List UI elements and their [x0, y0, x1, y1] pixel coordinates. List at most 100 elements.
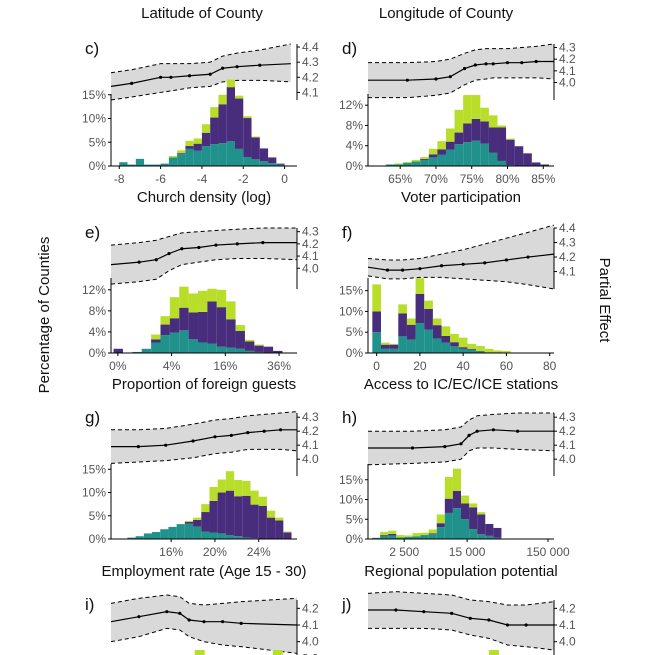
panel-g-effect-tick-label: 4.2 — [302, 424, 319, 438]
panel-f-bar-teal — [372, 332, 381, 353]
panel-g-bar-teal — [209, 532, 218, 539]
panel-d-y-tick-label: 0% — [346, 159, 364, 173]
panel-d-effect-point — [484, 62, 488, 66]
panel-f-x-tick-label: 80 — [543, 359, 557, 373]
panel-e-effect-line — [110, 242, 297, 266]
panel-g-bar-purple — [242, 495, 251, 538]
panel-c-bar-purple — [235, 98, 244, 149]
panel-e-bar-lime — [179, 286, 189, 308]
panel-e-x-tick-label: 0% — [109, 359, 127, 373]
panel-e-bar-teal — [254, 351, 264, 353]
panel-d-x-tick-label: 75% — [460, 172, 484, 186]
panel-g-bar-lime — [266, 510, 276, 518]
panel-e-upper-bound — [110, 227, 297, 246]
panel-d-x-axis-title: Voter participation — [401, 189, 521, 206]
panel-c-bar-purple — [193, 143, 202, 151]
panel-grid: c)4.14.24.34.40%5%10%15%-8 -6 -4 -2 0Church … — [82, 39, 576, 655]
panel-f-bar-teal — [441, 342, 451, 353]
panel-e-bar-lime — [188, 293, 199, 313]
panel-i: i) 3.9 4.0 4.1 4.2 — [85, 594, 319, 655]
panel-c-effect-tick-label: 4.3 — [302, 55, 319, 69]
panel-d-bar-teal — [463, 142, 472, 166]
panel-g-bar-lime — [275, 517, 284, 521]
panel-c-bar-lime — [210, 107, 219, 118]
panel-d-bar-lime — [506, 138, 515, 140]
panel-i-label: i) — [85, 595, 94, 614]
panel-i-effect-tick-label: 4.2 — [302, 601, 319, 615]
panel-h-bar-lime — [412, 533, 421, 537]
panel-c-bar-teal — [185, 148, 194, 166]
panel-e-y-tick-label: 4% — [89, 325, 107, 339]
panel-c-bar-purple — [251, 137, 260, 160]
panel-e-bar-purple — [188, 312, 199, 340]
panel-h-bar-lime — [444, 476, 453, 499]
panel-e-effect-point — [214, 243, 218, 247]
panel-g: g) 4.04.14.24.3 0% 5% 10% 15% 16% 20% 24% Employm… — [82, 408, 319, 580]
panel-g-confidence-band — [111, 411, 297, 464]
panel-f-effect-point — [504, 258, 509, 262]
panel-h-bar-teal — [461, 519, 470, 539]
panel-f-confidence-band — [368, 225, 554, 289]
panel-e-effect-tick-label: 4.0 — [302, 261, 319, 275]
panel-h-bar-purple — [452, 490, 461, 509]
panel-c-bar-teal — [152, 164, 161, 166]
panel-g-lower-bound — [110, 448, 298, 464]
panel-i-effect-point — [202, 620, 206, 624]
panel-e-effect-point — [137, 260, 141, 264]
panel-f-effect-tick-label: 4.1 — [559, 265, 576, 279]
panel-g-effect-line — [111, 429, 297, 448]
panel-g-bar-teal — [135, 536, 144, 539]
panel-f-effect-point — [385, 268, 390, 272]
panel-g-bar-purple — [184, 521, 194, 524]
panel-c-effect-point — [221, 66, 225, 70]
panel-j-lower-bound — [368, 627, 555, 651]
panel-f-y-tick-label: 5% — [346, 325, 364, 339]
panel-e-bar-purple — [254, 345, 264, 352]
panel-h-effect-tick-label: 4.2 — [559, 424, 576, 438]
panel-f-bar-lime — [450, 333, 459, 343]
panel-j-effect-point — [422, 610, 426, 614]
panel-h-bar-teal — [436, 527, 445, 539]
panel-g-bar-teal — [217, 533, 226, 539]
panel-e-effect-point — [154, 258, 158, 262]
panel-h-bar-teal — [493, 537, 502, 539]
panel-f-bar-teal — [380, 348, 390, 353]
panel-g-y-tick-label: 0% — [89, 532, 107, 546]
panel-f-bar-purple — [432, 325, 442, 339]
panel-f-bar-purple — [372, 311, 381, 333]
panel-c: c) 4.14.24.34.4 0% 5% 10% 15% -8 -6 -4 -2 0 Church … — [82, 39, 319, 206]
panel-h-bar-teal — [428, 534, 437, 539]
panel-d-y-tick-label: 8% — [346, 118, 364, 132]
panel-c-bar-teal — [201, 146, 211, 166]
panel-i-confidence-band — [111, 595, 297, 654]
panel-d-effect-tick-label: 4.2 — [559, 52, 576, 66]
panel-d-bar-purple — [471, 118, 481, 141]
panel-g-bar-purple — [258, 506, 267, 539]
panel-d-bar-teal — [471, 140, 481, 166]
panel-d-effect-point — [473, 63, 477, 67]
panel-j-effect-tick-label: 4.2 — [559, 601, 576, 615]
panel-c-bar-purple — [226, 87, 235, 142]
panel-h-bar-purple — [469, 507, 478, 530]
panel-e-label: e) — [85, 223, 100, 242]
panel-c-y-tick-label: 0% — [89, 159, 107, 173]
panel-d-x-tick-label: 65% — [388, 172, 412, 186]
panel-c-effect-line — [110, 63, 291, 87]
panel-e-effect-point — [167, 252, 171, 256]
panel-h-bar-teal — [477, 534, 486, 539]
panel-g-label: g) — [85, 408, 100, 427]
panel-i-upper-bound — [110, 594, 298, 606]
panel-f-x-axis-title: Access to IC/EC/ICE stations — [364, 376, 558, 393]
panel-d-x-tick-label: 80% — [495, 172, 519, 186]
panel-g-bar-lime — [242, 480, 251, 496]
panel-g-x-tick-label: 20% — [203, 545, 227, 559]
panel-f-bar-lime — [372, 284, 381, 312]
panel-h-bar-lime — [428, 529, 437, 534]
panel-f-bar-teal — [450, 346, 459, 353]
panel-c-effect-point — [258, 63, 262, 67]
panel-j-effect-point — [394, 608, 398, 612]
panel-f-effect-tick-label: 4.3 — [559, 236, 576, 250]
panel-d-upper-bound — [368, 43, 555, 64]
panel-e-confidence-band — [111, 228, 297, 285]
panel-c-confidence-band — [111, 44, 291, 100]
